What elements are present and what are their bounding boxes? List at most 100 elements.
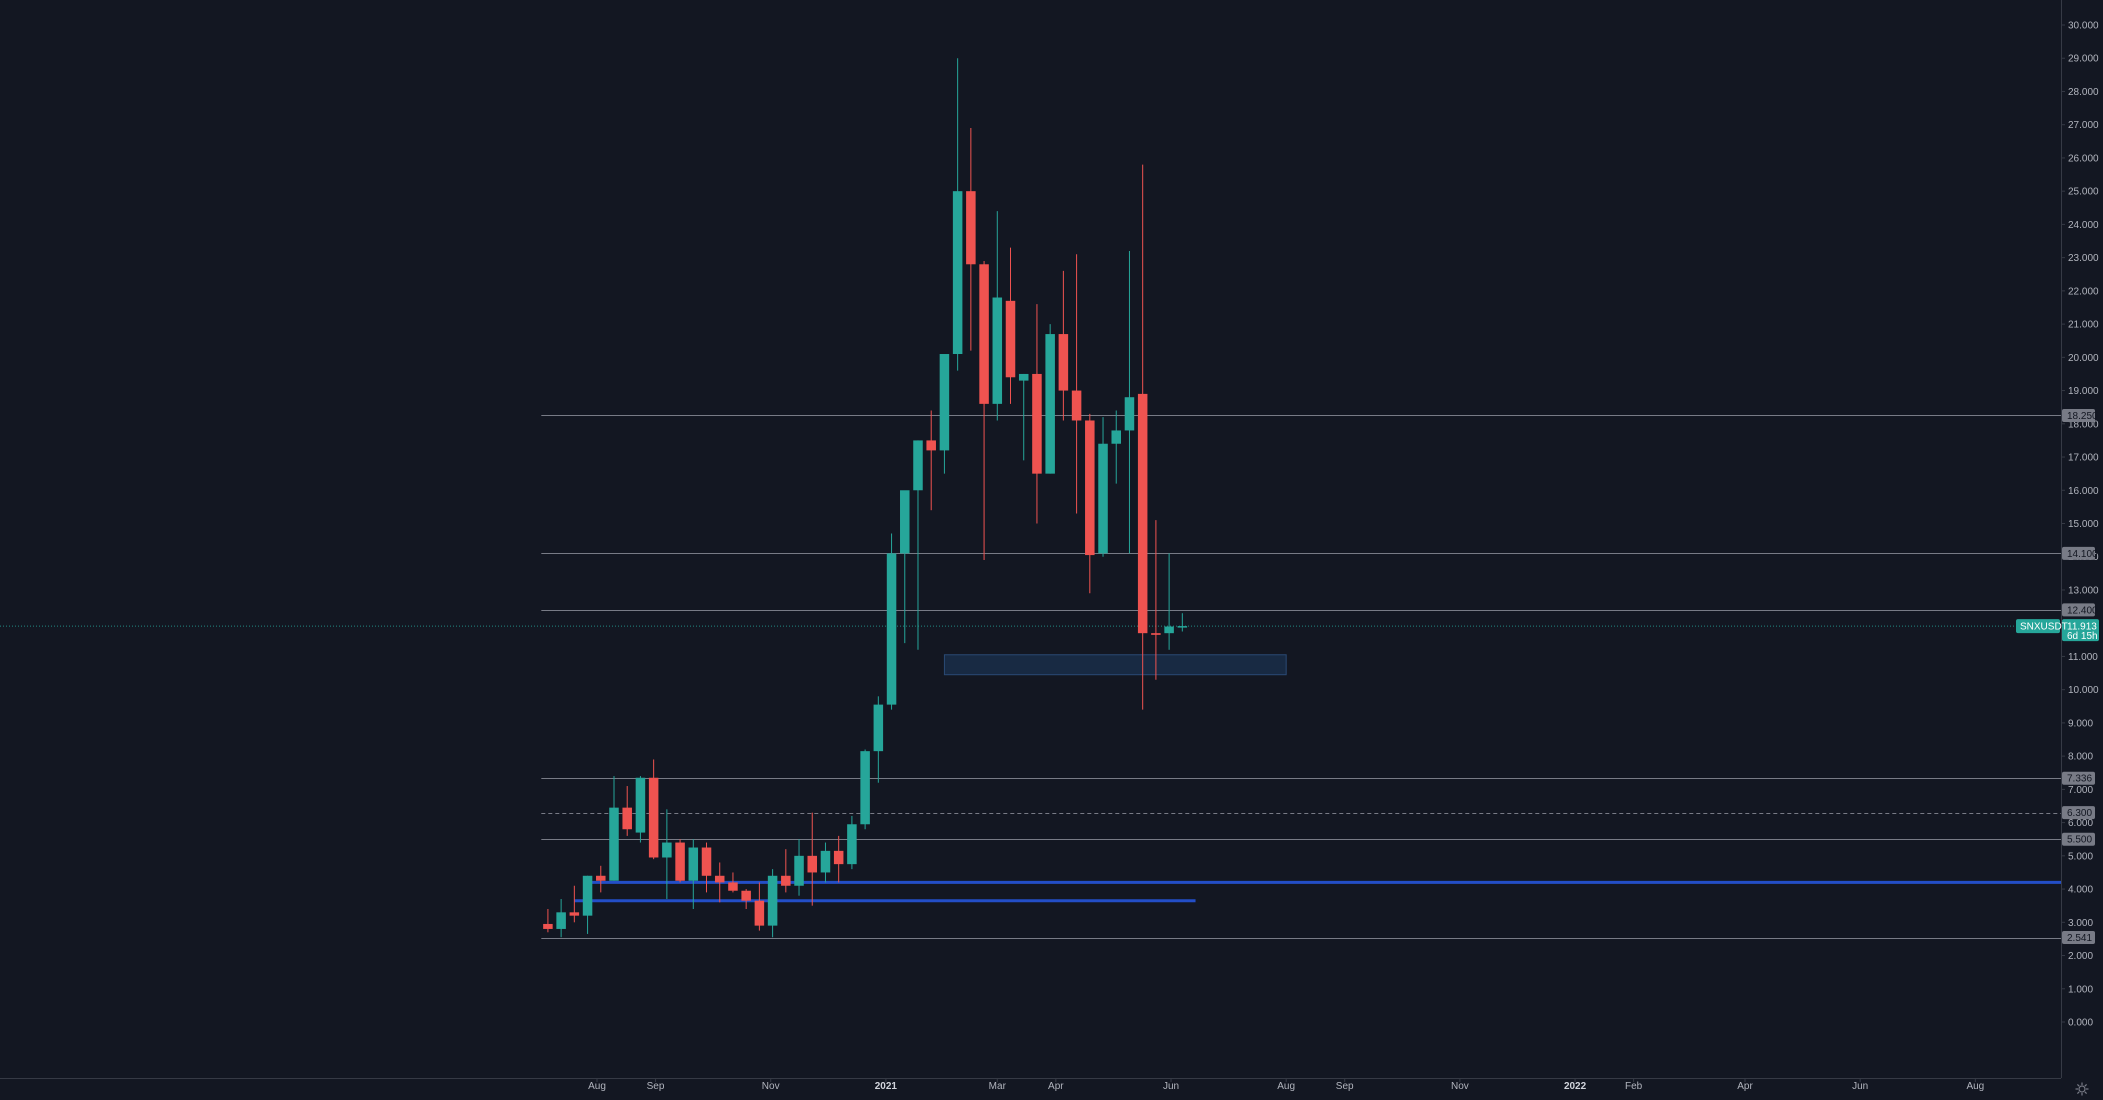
price-axis-label: 25.000 <box>2068 187 2099 198</box>
candle[interactable] <box>622 786 632 836</box>
candle[interactable] <box>833 835 844 883</box>
candle-body <box>939 354 950 451</box>
candle[interactable] <box>966 128 976 351</box>
candle-body <box>688 847 699 881</box>
candle[interactable] <box>847 815 857 870</box>
candle-body <box>701 847 712 876</box>
candle[interactable] <box>556 899 566 938</box>
price-axis-label: 28.000 <box>2068 87 2099 98</box>
candle[interactable] <box>1032 304 1042 524</box>
candle[interactable] <box>662 809 672 900</box>
level-tag-text: 18.250 <box>2067 411 2098 422</box>
price-axis-label: 8.000 <box>2068 752 2093 763</box>
candle[interactable] <box>1177 613 1188 632</box>
candle-body <box>1177 626 1188 628</box>
candle[interactable] <box>860 749 870 830</box>
candle-body <box>582 875 593 916</box>
candles-layer <box>543 58 1188 938</box>
candle[interactable] <box>543 909 553 933</box>
candle-body <box>635 777 646 833</box>
candle[interactable] <box>609 776 619 881</box>
candle-body <box>1071 390 1082 421</box>
candle[interactable] <box>688 839 699 910</box>
time-axis[interactable]: Aug Sep Nov 2021 Mar Apr Jun Aug Sep Nov 2022 Feb Ap… <box>588 1078 1984 1092</box>
price-axis-label: 0.000 <box>2068 1018 2093 1029</box>
candle[interactable] <box>873 696 884 783</box>
candle-body <box>609 807 619 881</box>
candle[interactable] <box>820 842 831 883</box>
candle[interactable] <box>1071 254 1082 514</box>
candle-body <box>1045 334 1055 474</box>
price-axis-label: 2.000 <box>2068 951 2093 962</box>
candle[interactable] <box>807 812 818 906</box>
candle[interactable] <box>1085 413 1095 594</box>
price-tags: 18.250 14.100 12.400 7.336 6.300 5.500 2.541 11… <box>2016 408 2099 945</box>
candle[interactable] <box>1137 164 1148 710</box>
time-axis-label: Mar <box>989 1081 1007 1092</box>
candle[interactable] <box>767 869 778 938</box>
candle[interactable] <box>1164 553 1174 650</box>
candle[interactable] <box>913 440 923 650</box>
candle-body <box>714 875 725 883</box>
candle[interactable] <box>714 862 725 903</box>
price-axis-label: 4.000 <box>2068 885 2093 896</box>
candle-body <box>675 842 685 881</box>
candle[interactable] <box>886 533 897 710</box>
level-tag-text: 12.400 <box>2067 605 2098 616</box>
candle[interactable] <box>939 354 950 474</box>
candle[interactable] <box>741 889 751 910</box>
candle[interactable] <box>635 776 646 843</box>
candle-body <box>992 297 1003 404</box>
candle[interactable] <box>1018 373 1029 461</box>
candle[interactable] <box>701 842 712 893</box>
price-axis-label: 10.000 <box>2068 685 2099 696</box>
price-axis[interactable]: 0.000 1.000 2.000 3.000 4.000 5.000 6.000 7.000… <box>2061 21 2099 1029</box>
candle[interactable] <box>900 490 910 644</box>
candle-body <box>794 855 804 886</box>
candle[interactable] <box>1045 324 1055 474</box>
candle[interactable] <box>992 211 1003 421</box>
price-axis-label: 18.000 <box>2068 419 2099 430</box>
candle-body <box>873 704 884 752</box>
price-axis-label: 9.000 <box>2068 718 2093 729</box>
settings-gear-icon[interactable] <box>2075 1082 2089 1096</box>
candle[interactable] <box>569 885 580 923</box>
level-tag-text: 6.300 <box>2067 808 2092 819</box>
candle[interactable] <box>926 410 936 511</box>
candle[interactable] <box>675 839 685 883</box>
level-tag-text: 14.100 <box>2067 549 2098 560</box>
candle-body <box>569 912 580 916</box>
candle-body <box>781 875 791 886</box>
candle[interactable] <box>648 759 659 860</box>
candle[interactable] <box>1058 270 1069 421</box>
candle[interactable] <box>728 872 738 893</box>
candle[interactable] <box>781 849 791 893</box>
candle[interactable] <box>1124 250 1135 554</box>
candle-body <box>648 777 659 858</box>
candle[interactable] <box>1098 417 1108 557</box>
zone-layer <box>943 654 1287 676</box>
candle-body <box>913 440 923 491</box>
price-axis-label: 6.000 <box>2068 818 2093 829</box>
candle[interactable] <box>596 865 606 893</box>
candle[interactable] <box>754 882 765 931</box>
time-axis-label: Apr <box>1737 1081 1753 1092</box>
level-tag-text: 2.541 <box>2067 933 2092 944</box>
candle-body <box>886 553 897 705</box>
candle[interactable] <box>1151 520 1161 680</box>
level-tag-bg <box>2062 603 2095 617</box>
candle[interactable] <box>582 875 593 934</box>
candle[interactable] <box>794 839 804 896</box>
candle[interactable] <box>1111 410 1122 484</box>
time-axis-label: 2021 <box>875 1081 898 1092</box>
candle[interactable] <box>952 58 963 371</box>
level-tag-bg <box>2062 546 2095 560</box>
price-axis-label: 20.000 <box>2068 353 2099 364</box>
symbol-tag-bg <box>2016 619 2060 634</box>
price-axis-label: 16.000 <box>2068 486 2099 497</box>
price-axis-label: 5.000 <box>2068 851 2093 862</box>
candle[interactable] <box>979 260 989 561</box>
candle[interactable] <box>1005 247 1016 404</box>
